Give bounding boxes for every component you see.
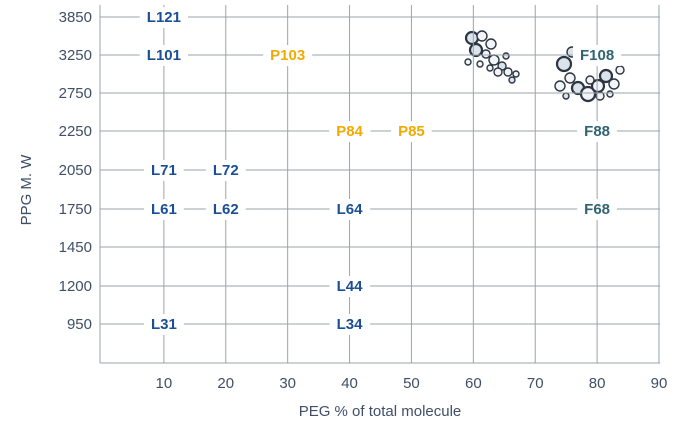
point-label: F108	[580, 47, 614, 64]
data-point-l121: L121	[139, 7, 188, 28]
data-point-p85: P85	[391, 121, 432, 142]
bubble	[493, 67, 503, 77]
label-background	[577, 121, 618, 142]
x-tick-label: 90	[651, 375, 668, 392]
bubble	[488, 54, 500, 66]
label-background	[329, 199, 371, 220]
bubble	[502, 52, 510, 60]
x-tick-label: 30	[279, 375, 296, 392]
data-point-l61: L61	[143, 199, 184, 220]
bubble	[585, 75, 595, 85]
y-tick-label: 3250	[59, 47, 92, 64]
data-point-l72: L72	[205, 160, 246, 181]
bubble	[508, 76, 516, 84]
label-background	[139, 7, 188, 28]
point-label: L121	[147, 9, 181, 26]
y-tick-labels: 950 1200 1450 1750 2050 2250 2750 3250 3850	[59, 9, 92, 333]
grid-lines	[99, 5, 660, 364]
label-background	[263, 45, 313, 66]
y-tick-label: 2750	[59, 85, 92, 102]
bubble	[615, 65, 625, 75]
bubble	[468, 42, 484, 58]
data-point-l101: L101	[139, 45, 188, 66]
data-point-l31: L31	[143, 314, 184, 335]
label-background	[143, 160, 184, 181]
label-background	[573, 45, 622, 66]
point-label: P85	[398, 123, 425, 140]
data-point-l71: L71	[143, 160, 184, 181]
bubble	[595, 91, 605, 101]
x-tick-label: 80	[589, 375, 606, 392]
point-label: P84	[336, 123, 363, 140]
point-label: F68	[584, 201, 610, 218]
label-background	[139, 45, 188, 66]
point-label: L44	[337, 278, 364, 295]
data-point-l64: L64	[329, 199, 371, 220]
data-point-f108: F108	[573, 45, 622, 66]
x-tick-label: 70	[527, 375, 544, 392]
x-tick-label: 50	[403, 375, 420, 392]
label-background	[143, 199, 184, 220]
bubble	[476, 30, 488, 42]
point-label: L62	[213, 201, 239, 218]
data-point-p84: P84	[329, 121, 371, 142]
x-axis-label: PEG % of total molecule	[299, 403, 462, 420]
y-axis-label: PPG M. W	[18, 154, 35, 226]
bubble	[464, 58, 472, 66]
y-tick-label: 2250	[59, 123, 92, 140]
data-point-f88: F88	[577, 121, 618, 142]
label-background	[205, 160, 246, 181]
bubble	[464, 30, 480, 46]
data-point-l34: L34	[329, 314, 371, 335]
y-tick-label: 950	[67, 316, 92, 333]
data-point-p103: P103	[263, 45, 313, 66]
y-tick-label: 2050	[59, 162, 92, 179]
bubble	[579, 85, 597, 103]
bubble	[598, 68, 614, 84]
bubble	[564, 72, 576, 84]
x-tick-labels: 10 20 30 40 50 60 70 80 90	[156, 375, 668, 392]
bubble	[554, 80, 566, 92]
y-tick-label: 3850	[59, 9, 92, 26]
point-label: L64	[337, 201, 364, 218]
bubble	[476, 60, 484, 68]
label-background	[329, 276, 371, 297]
data-point-l44: L44	[329, 276, 371, 297]
point-label: L71	[151, 162, 177, 179]
bubble	[562, 92, 570, 100]
bubble	[485, 38, 497, 50]
x-tick-label: 20	[217, 375, 234, 392]
x-tick-label: 10	[156, 375, 173, 392]
label-background	[329, 121, 371, 142]
data-point-f68: F68	[577, 199, 618, 220]
label-background	[391, 121, 432, 142]
y-tick-label: 1750	[59, 201, 92, 218]
bubble	[512, 70, 520, 78]
point-label: P103	[270, 47, 305, 64]
bubble	[606, 90, 614, 98]
data-point-l62: L62	[205, 199, 246, 220]
x-tick-label: 40	[341, 375, 358, 392]
y-tick-label: 1450	[59, 239, 92, 256]
point-label: L101	[147, 47, 181, 64]
label-background	[205, 199, 246, 220]
point-label: F88	[584, 123, 610, 140]
point-label: L31	[151, 316, 177, 333]
point-label: L72	[213, 162, 239, 179]
point-label: L34	[337, 316, 364, 333]
label-background	[143, 314, 184, 335]
label-background	[577, 199, 618, 220]
bubble	[555, 55, 573, 73]
bubble	[481, 49, 491, 59]
data-labels: L121 L101 P103 F108 P84 P85 F88 L71 L72 L61 L62 L64…	[139, 7, 622, 335]
y-tick-label: 1200	[59, 278, 92, 295]
bubble	[608, 78, 620, 90]
bubble	[503, 67, 513, 77]
bubble	[486, 64, 494, 72]
x-tick-label: 60	[465, 375, 482, 392]
point-label: L61	[151, 201, 177, 218]
label-background	[329, 314, 371, 335]
